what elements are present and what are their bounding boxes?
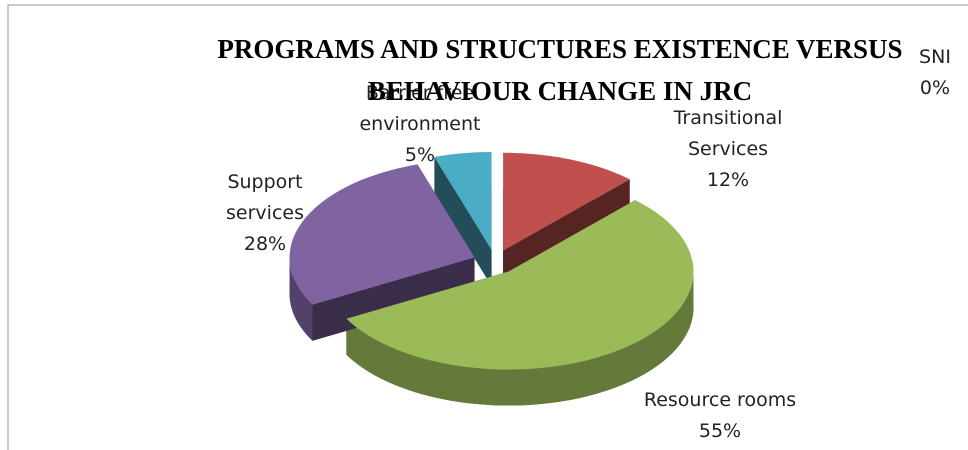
value-label: 0%	[919, 77, 951, 99]
category-label: SNI	[919, 46, 951, 68]
data-label: Transitional Services 12%	[648, 103, 808, 196]
data-label: SNI 0%	[900, 42, 968, 104]
slice	[434, 152, 492, 251]
frame	[7, 4, 968, 450]
slice-wall	[346, 271, 694, 406]
value-label: 12%	[706, 169, 750, 191]
data-label: Barrier free environment 5%	[340, 78, 500, 171]
chart-title: PROGRAMS AND STRUCTURES EXISTENCE VERSUS…	[217, 34, 903, 106]
category-label: Barrier free environment	[359, 82, 481, 135]
value-label: 28%	[243, 233, 287, 255]
slice	[346, 200, 694, 370]
category-label: Resource rooms	[643, 389, 797, 411]
value-label: 5%	[404, 144, 436, 166]
category-label: Transitional Services	[673, 107, 783, 160]
slice-wall	[434, 156, 492, 287]
slice	[289, 164, 475, 305]
category-label: Support services	[226, 171, 304, 224]
slice-wall	[289, 257, 313, 341]
value-label: 55%	[698, 420, 742, 442]
data-label: Resource rooms 55%	[620, 385, 820, 447]
data-label: Support services 28%	[195, 167, 335, 260]
slice	[503, 152, 630, 251]
